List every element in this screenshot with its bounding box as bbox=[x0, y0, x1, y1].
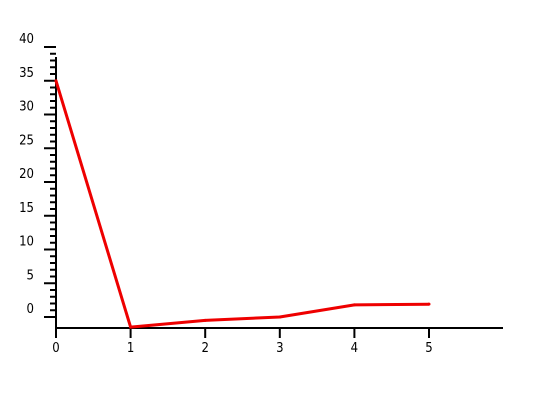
data-point bbox=[129, 325, 133, 329]
data-point bbox=[352, 303, 356, 307]
data-point bbox=[427, 302, 431, 306]
y-tick-label: 30 bbox=[19, 100, 34, 115]
x-tick-label: 2 bbox=[201, 341, 208, 356]
y-tick-label: 5 bbox=[27, 268, 34, 283]
data-point bbox=[203, 318, 207, 322]
x-tick-label: 1 bbox=[127, 341, 134, 356]
y-tick-label: 35 bbox=[19, 66, 34, 81]
y-tick-label: 15 bbox=[19, 201, 34, 216]
y-tick-label: 40 bbox=[19, 32, 34, 47]
data-point bbox=[54, 79, 58, 83]
y-tick-label: 25 bbox=[19, 133, 34, 148]
x-tick-label: 5 bbox=[425, 341, 432, 356]
y-tick-label: 0 bbox=[27, 302, 34, 317]
x-tick-label: 4 bbox=[351, 341, 358, 356]
y-tick-label: 10 bbox=[19, 235, 34, 250]
series-line bbox=[54, 80, 430, 329]
x-tick-label: 0 bbox=[52, 341, 59, 356]
data-point bbox=[278, 315, 282, 319]
x-tick-label: 3 bbox=[276, 341, 283, 356]
y-tick-label: 20 bbox=[19, 167, 34, 182]
